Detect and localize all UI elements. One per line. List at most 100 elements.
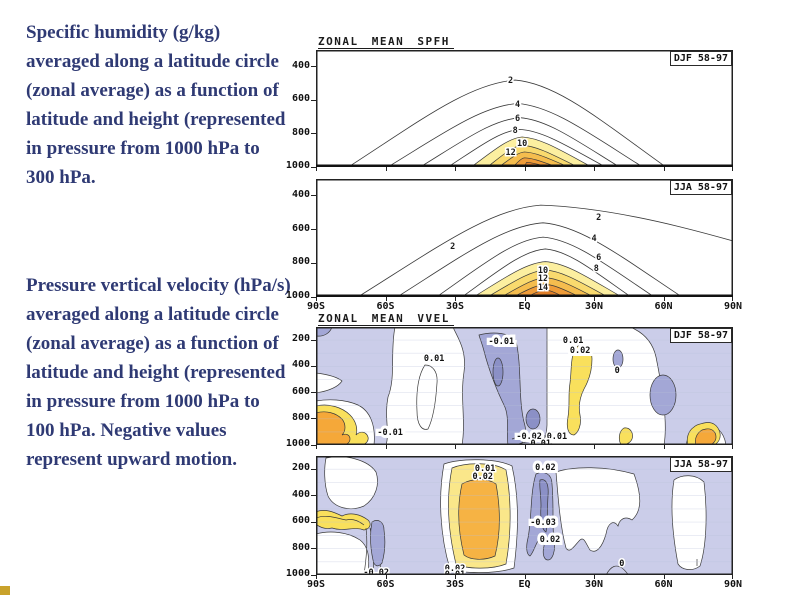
y-axis-tick bbox=[311, 392, 316, 394]
contour-label: 0.02 bbox=[445, 564, 465, 574]
contour-label: 6 bbox=[515, 114, 520, 124]
x-axis-tick bbox=[663, 575, 665, 579]
contour-label: -0.01 bbox=[489, 337, 515, 347]
vvel-zone bbox=[539, 479, 549, 533]
y-axis-label: 1000 bbox=[285, 290, 310, 301]
y-axis-label: 400 bbox=[291, 488, 310, 500]
x-axis-tick bbox=[455, 445, 456, 449]
contour-label: -0.02 bbox=[363, 568, 389, 575]
x-axis-tick bbox=[732, 575, 733, 579]
x-axis-tick bbox=[455, 167, 456, 171]
y-axis-tick bbox=[311, 296, 316, 298]
y-axis-label: 200 bbox=[291, 333, 310, 345]
chart-spfh-djf: ZONAL MEAN SPFH DJF 58-97 2 4 6 8 10 12 400 600… bbox=[286, 35, 733, 171]
humidity-contour-line bbox=[420, 117, 620, 167]
x-axis-label: 60N bbox=[654, 301, 673, 312]
y-axis-label: 800 bbox=[291, 541, 310, 553]
contour-label: -0.03 bbox=[530, 518, 556, 528]
y-axis-label: 200 bbox=[291, 462, 310, 474]
contour-label: 0.01 bbox=[530, 439, 550, 445]
contour-label: 12 bbox=[505, 148, 515, 158]
season-label-jja-vvel: JJA 58-97 bbox=[669, 457, 732, 472]
humidity-contour-line bbox=[396, 222, 683, 297]
season-label-jja-spfh: JJA 58-97 bbox=[669, 180, 732, 195]
chart-title-spfh: ZONAL MEAN SPFH bbox=[318, 35, 454, 49]
y-axis-tick bbox=[311, 339, 316, 341]
humidity-contour-line bbox=[436, 236, 655, 297]
x-axis-tick bbox=[524, 297, 526, 301]
season-label-djf-spfh: DJF 58-97 bbox=[669, 51, 732, 66]
contour-label: 0.01 bbox=[445, 570, 465, 575]
vvel-zone bbox=[618, 427, 633, 445]
y-axis-label: 1000 bbox=[285, 160, 310, 171]
x-axis-tick bbox=[663, 445, 665, 449]
y-axis-label: 600 bbox=[291, 222, 310, 234]
contour-label: 4 bbox=[515, 100, 520, 110]
y-axis-tick bbox=[311, 574, 316, 576]
vvel-zone bbox=[492, 357, 504, 387]
vvel-zone bbox=[363, 527, 368, 575]
humidity-contour-line bbox=[447, 128, 606, 167]
contour-label: 10 bbox=[517, 139, 527, 149]
chart-spfh-jja: JJA 58-97 2 2 4 6 8 10 12 14 400 600 800 1000 90S 60S… bbox=[286, 179, 742, 312]
contour-label: -0.02 bbox=[516, 432, 542, 442]
x-axis-label: 30N bbox=[584, 301, 604, 312]
y-axis-tick bbox=[311, 495, 316, 497]
x-axis-tick bbox=[385, 167, 387, 171]
vvel-zone bbox=[316, 327, 396, 445]
contour-label: 4 bbox=[591, 234, 596, 244]
vvel-zone bbox=[525, 408, 541, 430]
contour-label: 0.02 bbox=[473, 472, 493, 482]
x-axis-tick bbox=[316, 575, 317, 579]
y-axis-label: 400 bbox=[291, 359, 310, 371]
vvel-zone bbox=[370, 520, 386, 567]
x-axis-label: EQ bbox=[518, 301, 531, 312]
vvel-zone bbox=[316, 531, 370, 575]
y-axis-tick bbox=[311, 418, 316, 420]
humidity-contour-line bbox=[348, 79, 667, 167]
x-axis-tick bbox=[594, 575, 595, 579]
contour-label: 0.01 bbox=[424, 354, 444, 364]
y-axis-label: 1000 bbox=[285, 438, 310, 449]
x-axis-label: 90S bbox=[306, 301, 326, 312]
plot-area: 0.010.020.02-0.030.020.020.01-0.020 bbox=[316, 456, 733, 575]
plot-border bbox=[316, 456, 733, 575]
contour-label: 8 bbox=[513, 126, 518, 136]
x-axis-tick bbox=[524, 445, 526, 449]
x-axis-tick bbox=[455, 297, 456, 301]
x-axis-tick bbox=[316, 297, 317, 301]
chart-vvel-djf: ZONAL MEAN VVEL DJF 58-97 -0.01 0.01 0.01 0… bbox=[286, 312, 733, 449]
x-axis-tick bbox=[663, 167, 665, 171]
x-axis-label: 60N bbox=[654, 579, 673, 590]
y-axis-label: 800 bbox=[291, 126, 310, 138]
x-axis-tick bbox=[385, 297, 387, 301]
x-axis-tick bbox=[385, 575, 387, 579]
chart-vvel-jja: JJA 58-97 0.01 0.02 0.02 -0.03 0.02 0.02 0.01-… bbox=[286, 456, 742, 590]
y-axis-tick bbox=[311, 166, 316, 168]
y-axis-tick bbox=[311, 468, 316, 470]
x-axis-label: 60S bbox=[376, 579, 395, 590]
x-axis-label: 30N bbox=[584, 579, 604, 590]
y-axis-tick bbox=[311, 365, 316, 367]
y-axis-tick bbox=[311, 262, 316, 264]
x-axis-label: 90N bbox=[723, 301, 743, 312]
contour-label: 8 bbox=[594, 264, 599, 274]
plot-border bbox=[316, 327, 733, 445]
x-axis-tick bbox=[316, 167, 317, 171]
vvel-zone bbox=[649, 374, 677, 416]
slide-corner-decoration bbox=[0, 586, 10, 595]
x-axis-tick bbox=[594, 297, 595, 301]
caption-specific-humidity: Specific humidity (g/kg) averaged along … bbox=[26, 22, 286, 188]
x-axis-tick bbox=[524, 167, 526, 171]
contour-label: 2 bbox=[596, 213, 601, 223]
x-axis-tick bbox=[524, 575, 526, 579]
chart-title-vvel: ZONAL MEAN VVEL bbox=[318, 312, 454, 326]
contour-label: 0.01 bbox=[547, 432, 567, 442]
x-axis-label: EQ bbox=[518, 579, 531, 590]
contour-label: 0.01 bbox=[475, 464, 495, 474]
vvel-zone bbox=[316, 510, 371, 531]
x-axis-tick bbox=[732, 445, 733, 449]
vvel-zone bbox=[416, 364, 438, 430]
season-label-djf-vvel: DJF 58-97 bbox=[669, 328, 732, 343]
